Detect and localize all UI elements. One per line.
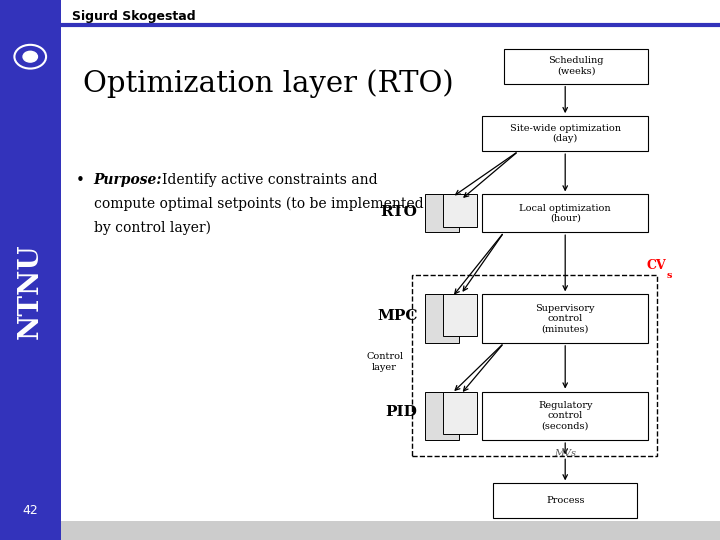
Bar xyxy=(425,294,459,343)
Text: NTNU: NTNU xyxy=(17,244,44,340)
Bar xyxy=(0,0,61,540)
Text: Purpose:: Purpose: xyxy=(94,173,162,187)
Bar xyxy=(425,194,459,232)
Bar xyxy=(482,294,648,343)
Text: •: • xyxy=(76,173,84,188)
Bar xyxy=(412,275,657,456)
Text: s: s xyxy=(667,271,672,280)
Bar xyxy=(482,116,648,151)
Text: Control
layer: Control layer xyxy=(366,352,403,372)
Bar xyxy=(493,483,637,518)
Text: Scheduling
(weeks): Scheduling (weeks) xyxy=(548,57,604,76)
Text: MVs: MVs xyxy=(554,449,576,458)
Bar xyxy=(482,194,648,232)
Bar xyxy=(443,392,477,434)
Text: compute optimal setpoints (to be implemented: compute optimal setpoints (to be impleme… xyxy=(94,197,423,212)
Text: CV: CV xyxy=(647,259,666,272)
Circle shape xyxy=(14,45,46,69)
Text: Local optimization
(hour): Local optimization (hour) xyxy=(519,204,611,223)
Bar xyxy=(482,392,648,440)
Text: PID: PID xyxy=(386,405,418,419)
Bar xyxy=(504,49,648,84)
Circle shape xyxy=(23,51,37,62)
Bar xyxy=(61,521,720,540)
Text: by control layer): by control layer) xyxy=(94,220,211,235)
Text: RTO: RTO xyxy=(381,205,418,219)
Text: Site-wide optimization
(day): Site-wide optimization (day) xyxy=(510,124,621,144)
Text: Optimization layer (RTO): Optimization layer (RTO) xyxy=(83,69,454,98)
Text: MPC: MPC xyxy=(377,309,418,323)
Text: Process: Process xyxy=(546,496,585,505)
Text: 42: 42 xyxy=(22,504,38,517)
Text: Sigurd Skogestad: Sigurd Skogestad xyxy=(72,10,196,23)
Bar xyxy=(425,392,459,440)
Bar xyxy=(443,294,477,336)
Bar xyxy=(443,194,477,227)
Text: Identify active constraints and: Identify active constraints and xyxy=(162,173,377,187)
Text: Supervisory
control
(minutes): Supervisory control (minutes) xyxy=(536,303,595,334)
Text: Regulatory
control
(seconds): Regulatory control (seconds) xyxy=(538,401,593,431)
